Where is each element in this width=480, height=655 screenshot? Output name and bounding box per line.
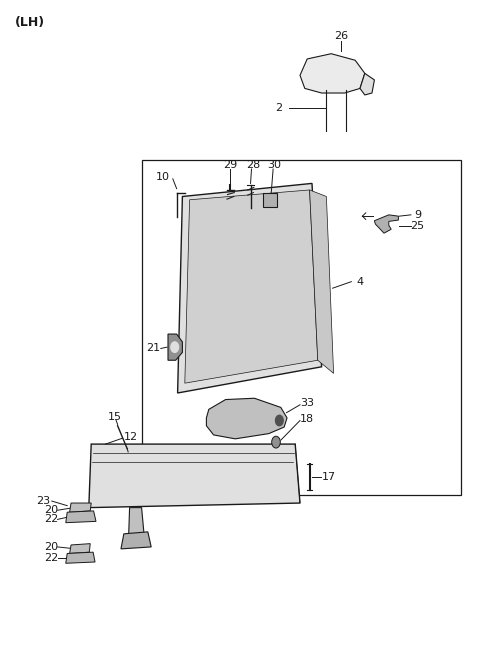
Text: 4: 4 [357, 276, 363, 287]
Text: 9: 9 [414, 210, 421, 220]
Polygon shape [185, 190, 318, 383]
Polygon shape [300, 54, 365, 93]
Text: 15: 15 [108, 412, 122, 422]
Text: 17: 17 [322, 472, 336, 482]
Polygon shape [70, 544, 90, 553]
Text: 29: 29 [223, 160, 238, 170]
Text: (LH): (LH) [14, 16, 45, 29]
Polygon shape [178, 183, 322, 393]
Text: 25: 25 [410, 221, 425, 231]
Text: 22: 22 [44, 553, 59, 563]
FancyBboxPatch shape [263, 193, 277, 207]
Text: 30: 30 [267, 160, 282, 170]
Text: 21: 21 [146, 343, 161, 354]
Polygon shape [66, 511, 96, 523]
Polygon shape [89, 444, 300, 508]
Text: 23: 23 [36, 496, 50, 506]
Polygon shape [374, 215, 398, 233]
Bar [142, 160, 461, 495]
Text: 20: 20 [44, 505, 59, 515]
Text: 12: 12 [123, 432, 138, 442]
Circle shape [171, 342, 179, 352]
Text: 22: 22 [44, 514, 59, 525]
Polygon shape [66, 552, 95, 563]
Polygon shape [310, 190, 334, 373]
Polygon shape [70, 503, 91, 512]
Polygon shape [206, 398, 287, 439]
Text: 20: 20 [44, 542, 59, 552]
Text: 33: 33 [300, 398, 314, 408]
Circle shape [276, 415, 283, 426]
Polygon shape [121, 532, 151, 549]
Text: 28: 28 [246, 160, 260, 170]
Text: 10: 10 [156, 172, 170, 182]
Text: 2: 2 [275, 103, 282, 113]
Polygon shape [129, 508, 144, 536]
Text: 26: 26 [334, 31, 348, 41]
Polygon shape [168, 334, 182, 360]
Polygon shape [360, 73, 374, 95]
Circle shape [272, 436, 280, 448]
Text: 18: 18 [300, 414, 314, 424]
